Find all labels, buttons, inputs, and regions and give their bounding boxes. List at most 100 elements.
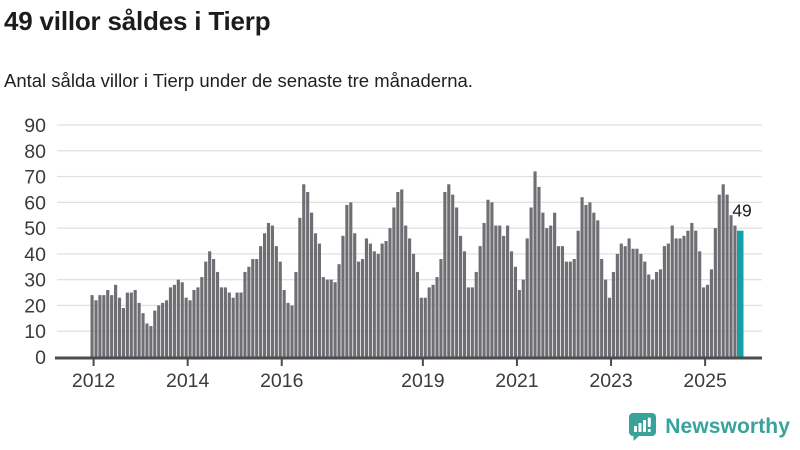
bar	[654, 271, 659, 357]
bar	[525, 238, 529, 357]
bar	[643, 261, 647, 357]
bar	[255, 259, 259, 357]
bar	[556, 246, 561, 357]
newsworthy-logo: Newsworthy	[628, 412, 790, 442]
bar	[478, 246, 482, 357]
bar	[658, 269, 663, 357]
bar	[349, 202, 353, 357]
bar	[357, 261, 361, 357]
bar	[529, 207, 533, 357]
bar	[133, 289, 137, 357]
bar	[192, 289, 196, 357]
bar	[282, 289, 286, 357]
y-tick-label: 20	[24, 295, 46, 317]
bar	[470, 287, 474, 357]
bar	[537, 186, 541, 357]
bar	[400, 189, 404, 357]
bar	[506, 225, 510, 357]
bar	[223, 287, 227, 357]
bar	[200, 277, 204, 357]
bar	[576, 230, 580, 357]
bar	[117, 297, 122, 357]
bar	[682, 235, 686, 357]
x-tick-label: 2014	[166, 370, 210, 392]
bar	[306, 192, 310, 357]
bar	[462, 251, 467, 357]
bar	[364, 238, 369, 357]
bars-group	[90, 171, 744, 357]
bar	[172, 284, 176, 357]
bar	[572, 259, 576, 357]
bar	[604, 279, 608, 357]
bar	[705, 284, 710, 357]
bar	[380, 243, 384, 357]
bar	[212, 259, 216, 357]
bar	[145, 323, 149, 357]
bar	[502, 235, 506, 357]
bar	[447, 184, 451, 357]
bar	[415, 271, 420, 357]
bar	[486, 199, 490, 357]
bar	[713, 228, 717, 357]
highlight-value-label: 49	[732, 201, 751, 221]
bar	[313, 233, 318, 357]
bar	[239, 292, 243, 357]
bar	[498, 225, 502, 357]
bar	[615, 253, 619, 357]
bar	[270, 225, 274, 357]
bar	[129, 292, 133, 357]
page-title: 49 villor såldes i Tierp	[4, 6, 271, 36]
bar	[392, 207, 396, 357]
bar	[517, 289, 521, 357]
bar	[729, 215, 733, 357]
bar	[564, 261, 568, 357]
x-tick-label: 2016	[260, 370, 303, 392]
bar	[662, 246, 666, 357]
bar	[137, 302, 141, 357]
bar	[372, 251, 376, 357]
x-tick-label: 2021	[495, 370, 538, 392]
bar	[494, 225, 498, 357]
bar	[368, 243, 372, 357]
bar	[686, 230, 690, 357]
bar	[227, 292, 231, 357]
bar	[341, 235, 345, 357]
bar	[161, 302, 165, 357]
bar	[153, 310, 157, 357]
bar	[110, 295, 114, 357]
bar	[114, 284, 118, 357]
bar	[600, 259, 604, 357]
bar	[164, 300, 169, 357]
bar	[702, 287, 706, 357]
bar	[266, 222, 271, 357]
bar	[466, 287, 470, 357]
bar	[219, 287, 224, 357]
bar	[627, 238, 631, 357]
bar	[592, 212, 596, 357]
bar	[541, 212, 545, 357]
bar	[235, 292, 239, 357]
y-tick-label: 70	[24, 167, 46, 189]
bar	[647, 274, 651, 357]
bar	[274, 246, 278, 357]
bar	[94, 300, 98, 357]
bar	[619, 243, 623, 357]
bar	[490, 202, 494, 357]
bar	[317, 243, 322, 357]
bar	[251, 259, 255, 357]
bar	[176, 279, 180, 357]
x-tick-label: 2023	[589, 370, 632, 392]
bar	[286, 302, 290, 357]
bar	[376, 253, 380, 357]
bar	[733, 225, 737, 357]
chart-subtitle: Antal sålda villor i Tierp under de sena…	[4, 70, 473, 91]
bar	[290, 305, 294, 357]
bar	[408, 238, 412, 357]
y-tick-label: 60	[24, 192, 46, 214]
bar	[353, 233, 357, 357]
bar	[419, 297, 423, 357]
bar	[717, 194, 721, 357]
newsworthy-logo-text: Newsworthy	[665, 415, 790, 438]
y-axis-labels: 0 10 20 30 40 50 60 70 80 90	[24, 115, 46, 369]
